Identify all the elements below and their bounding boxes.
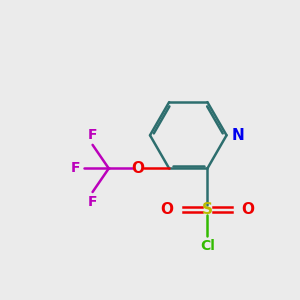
Text: O: O — [241, 202, 254, 217]
Text: O: O — [160, 202, 174, 217]
Text: F: F — [88, 128, 97, 142]
Text: O: O — [132, 161, 145, 176]
Text: N: N — [232, 128, 244, 143]
Text: Cl: Cl — [200, 239, 215, 253]
Text: F: F — [88, 195, 97, 209]
Text: F: F — [71, 161, 80, 176]
Text: S: S — [202, 202, 213, 217]
